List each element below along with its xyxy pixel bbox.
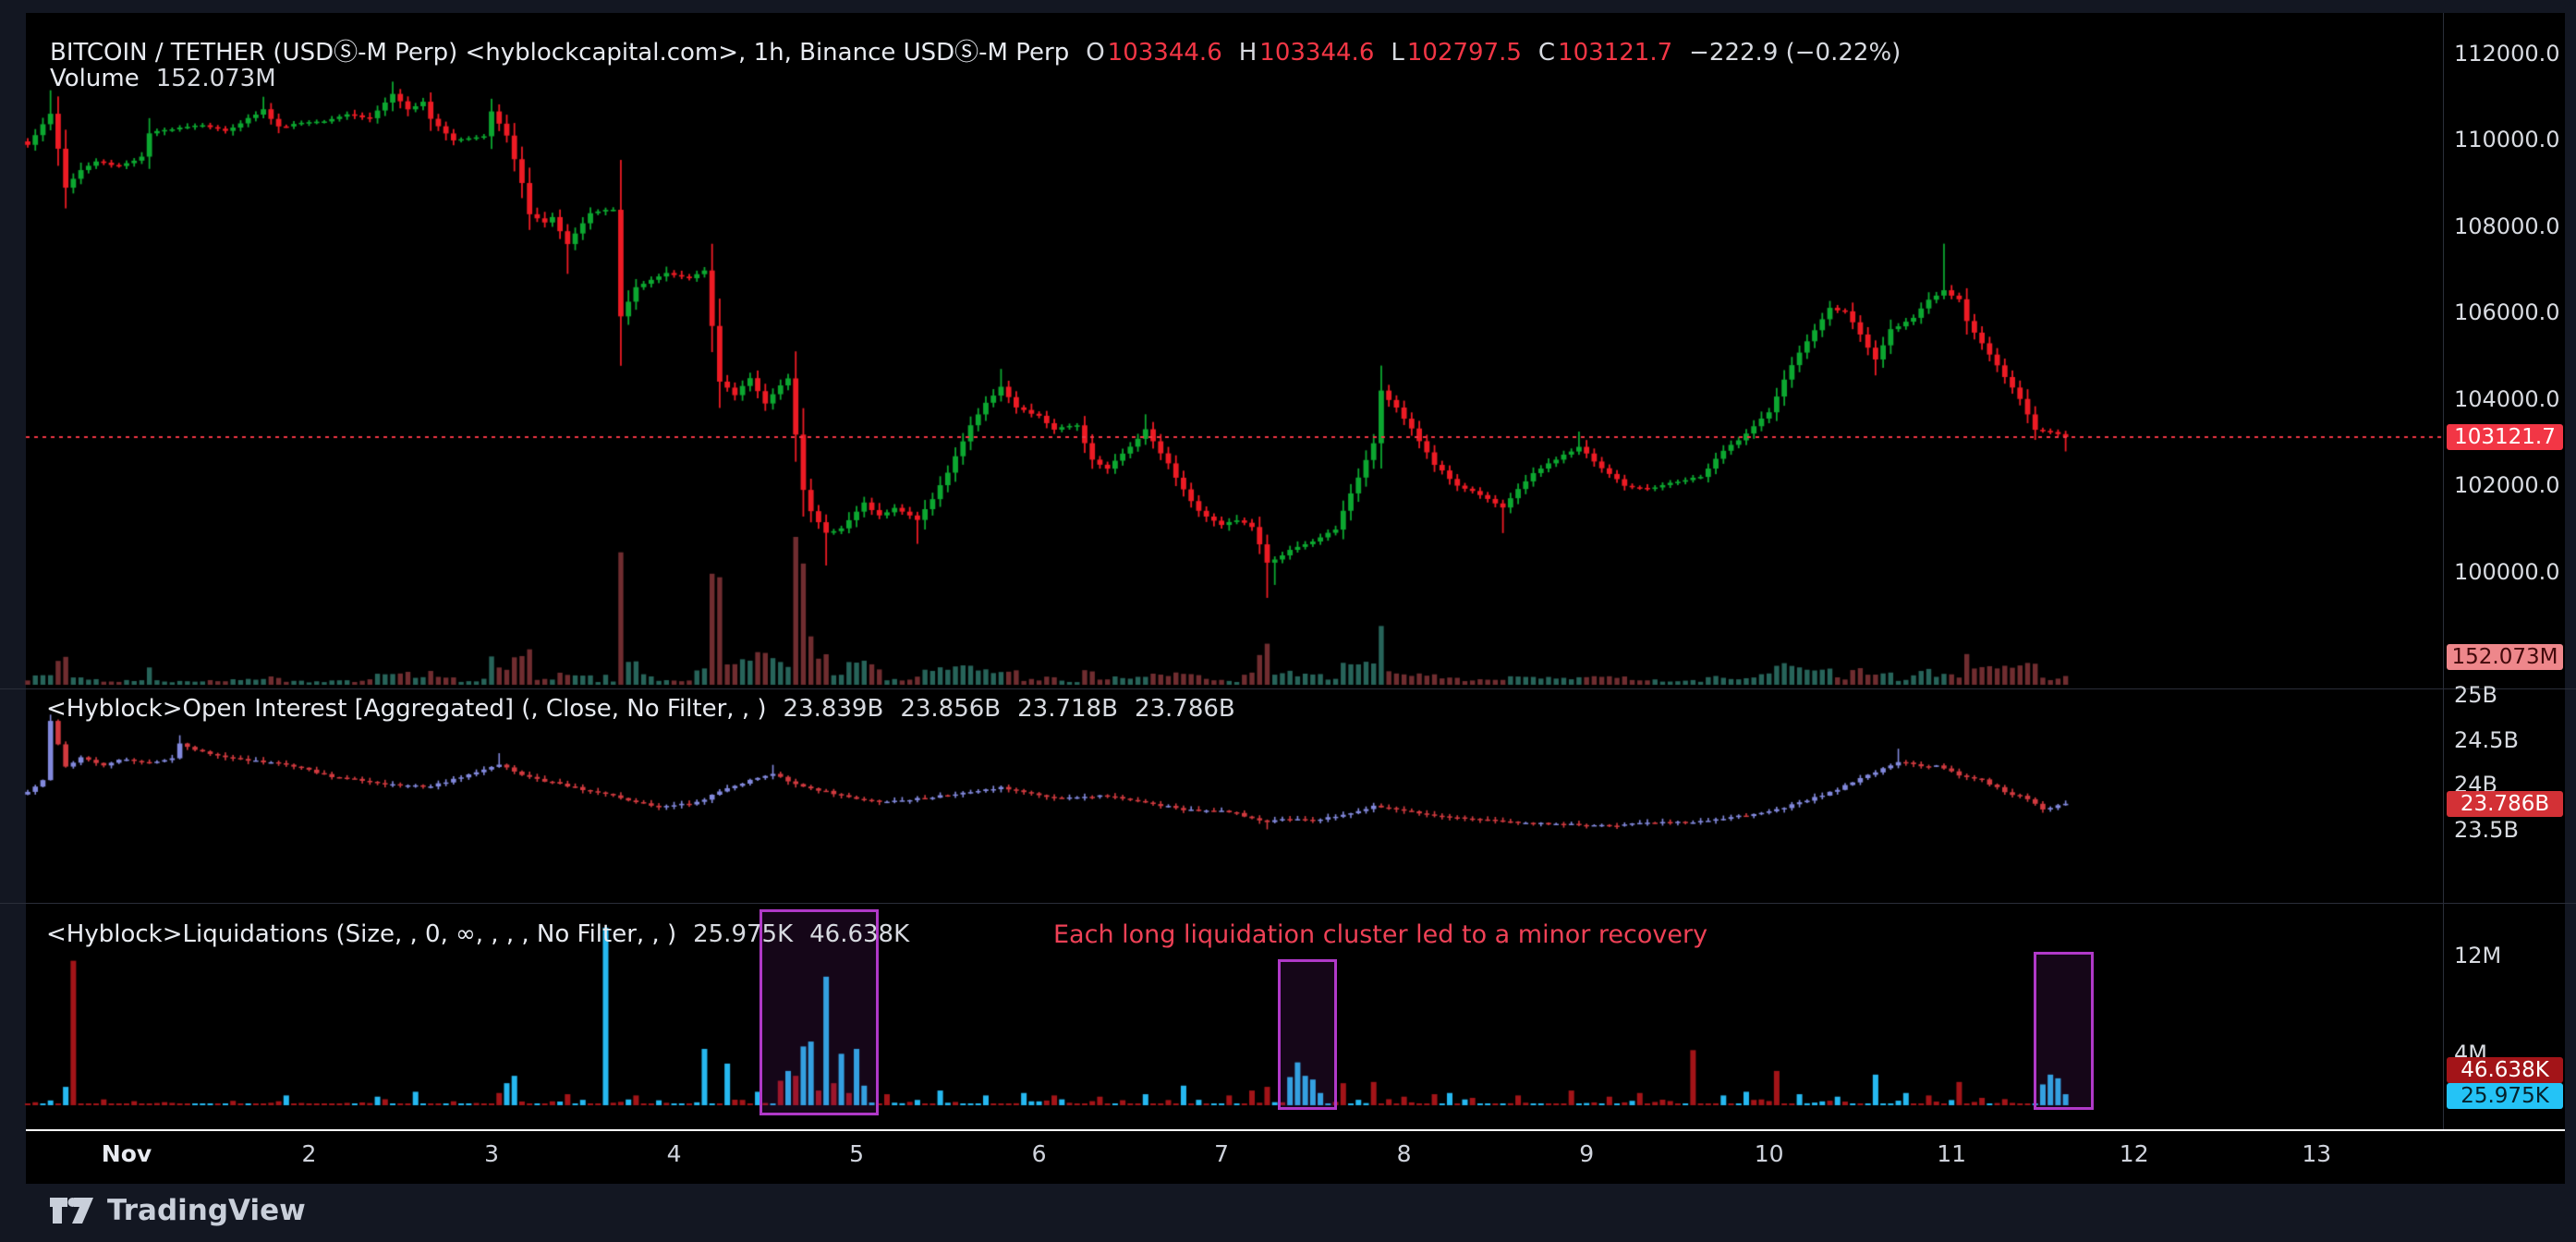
liq-long-value: 25.975K — [693, 920, 794, 948]
price-axis-label: 104000.0 — [2454, 385, 2560, 412]
open-interest-legend: <Hyblock>Open Interest [Aggregated] (, C… — [46, 695, 1235, 723]
open-interest-title[interactable]: <Hyblock>Open Interest [Aggregated] (, C… — [46, 695, 767, 723]
liquidation-cluster-box[interactable] — [759, 909, 880, 1115]
oi-open-value: 23.839B — [783, 695, 884, 723]
chart-annotation-text[interactable]: Each long liquidation cluster led to a m… — [1053, 920, 1708, 949]
time-axis-label: 9 — [1579, 1140, 1595, 1167]
liquidations-title[interactable]: <Hyblock>Liquidations (Size, , 0, ∞, , ,… — [46, 920, 677, 948]
oi-axis-label: 25B — [2454, 682, 2498, 708]
time-axis-label: 11 — [1937, 1140, 1967, 1167]
oi-low-value: 23.718B — [1017, 695, 1118, 723]
price-axis-separator — [2443, 13, 2444, 1129]
pane-separator-main-oi[interactable] — [0, 688, 2576, 689]
oi-high-value: 23.856B — [900, 695, 1002, 723]
liquidation-cluster-box[interactable] — [2034, 952, 2094, 1110]
time-axis-label: 3 — [484, 1140, 499, 1167]
time-axis-label: 12 — [2119, 1140, 2149, 1167]
time-axis-label: 2 — [301, 1140, 317, 1167]
volume-title[interactable]: Volume — [50, 65, 140, 92]
close-label: C — [1537, 39, 1556, 67]
time-axis-label: 13 — [2302, 1140, 2332, 1167]
symbol-title[interactable]: BITCOIN / TETHER (USDⓈ-M Perp) <hyblockc… — [50, 39, 1070, 67]
price-axis-label: 100000.0 — [2454, 558, 2560, 585]
time-axis-separator — [26, 1129, 2565, 1131]
time-axis-label: 10 — [1754, 1140, 1784, 1167]
high-label: H — [1238, 39, 1258, 67]
open-interest-badge: 23.786B — [2447, 790, 2563, 817]
tradingview-logo-icon — [50, 1198, 93, 1224]
time-axis-label: Nov — [101, 1140, 152, 1167]
liq-axis-label: 12M — [2454, 943, 2502, 968]
price-axis-label: 102000.0 — [2454, 472, 2560, 499]
volume-value: 152.073M — [155, 65, 276, 92]
volume-legend: Volume 152.073M — [50, 65, 276, 92]
price-axis-label: 106000.0 — [2454, 299, 2560, 326]
close-value: 103121.7 — [1558, 39, 1673, 67]
low-label: L — [1391, 39, 1404, 67]
last-price-badge: 103121.7 — [2447, 424, 2563, 450]
low-value: 102797.5 — [1406, 39, 1522, 67]
time-axis-label: 5 — [849, 1140, 865, 1167]
oi-axis-label: 24.5B — [2454, 726, 2519, 753]
time-axis-label: 4 — [666, 1140, 682, 1167]
liq-short-value: 46.638K — [809, 920, 910, 948]
open-label: O — [1086, 39, 1105, 67]
liquidation-short-badge: 46.638K — [2447, 1057, 2563, 1083]
pane-separator-oi-liq[interactable] — [0, 903, 2576, 904]
price-axis-label: 108000.0 — [2454, 213, 2560, 239]
liquidations-legend: <Hyblock>Liquidations (Size, , 0, ∞, , ,… — [46, 920, 909, 948]
tradingview-logo-text: TradingView — [107, 1194, 306, 1227]
tradingview-logo[interactable]: TradingView — [50, 1194, 306, 1227]
main-legend: BITCOIN / TETHER (USDⓈ-M Perp) <hyblockc… — [50, 33, 1901, 67]
change-value: −222.9 (−0.22%) — [1689, 39, 1902, 67]
time-axis-label: 6 — [1031, 1140, 1047, 1167]
open-value: 103344.6 — [1107, 39, 1222, 67]
price-axis-label: 112000.0 — [2454, 40, 2560, 67]
oi-axis-label: 23.5B — [2454, 816, 2519, 843]
time-axis-label: 7 — [1214, 1140, 1230, 1167]
liquidation-cluster-box[interactable] — [1278, 959, 1337, 1110]
oi-close-value: 23.786B — [1134, 695, 1235, 723]
time-axis-label: 8 — [1396, 1140, 1412, 1167]
price-axis-label: 110000.0 — [2454, 127, 2560, 153]
volume-value-badge: 152.073M — [2447, 644, 2563, 670]
high-value: 103344.6 — [1259, 39, 1375, 67]
liquidation-long-badge: 25.975K — [2447, 1083, 2563, 1109]
